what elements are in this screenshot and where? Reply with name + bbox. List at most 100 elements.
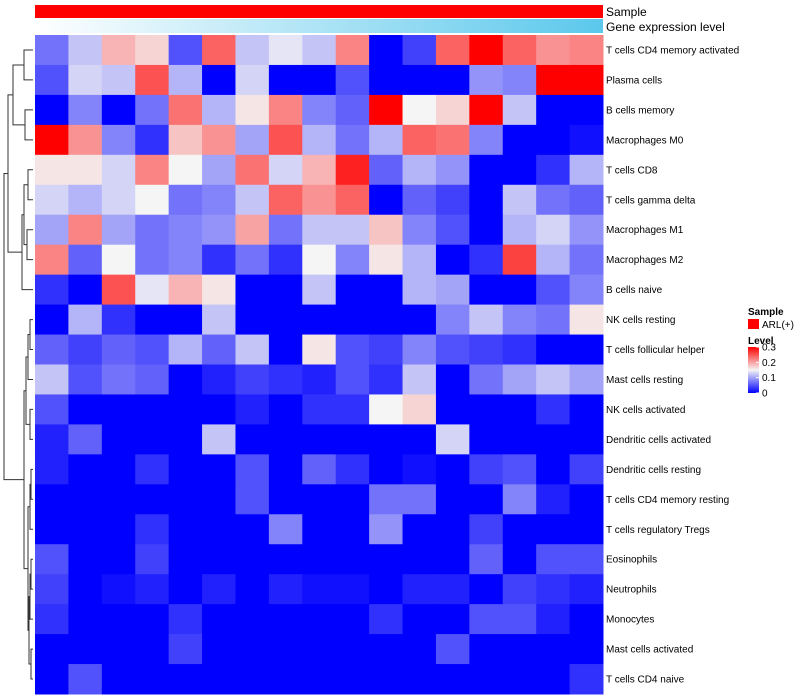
heatmap-cell bbox=[469, 544, 504, 575]
heatmap-cell bbox=[369, 484, 404, 515]
heatmap-cell bbox=[302, 94, 337, 126]
heatmap-cell bbox=[536, 304, 571, 336]
heatmap-cell bbox=[235, 184, 270, 216]
heatmap-cell bbox=[369, 604, 404, 635]
heatmap-cell bbox=[35, 574, 69, 605]
heatmap-cell bbox=[68, 124, 103, 156]
heatmap-cell bbox=[435, 424, 470, 455]
heatmap-cell bbox=[435, 274, 470, 306]
heatmap-cell bbox=[435, 364, 470, 395]
heatmap-cell bbox=[302, 214, 337, 246]
heatmap-cell bbox=[435, 394, 470, 425]
heatmap-cell bbox=[469, 634, 504, 665]
heatmap-cell bbox=[369, 334, 404, 365]
heatmap-cell bbox=[335, 514, 370, 545]
heatmap-cell bbox=[469, 604, 504, 635]
heatmap-cell bbox=[101, 184, 136, 216]
heatmap-cell bbox=[435, 544, 470, 575]
heatmap-cell bbox=[502, 514, 537, 545]
heatmap-cell bbox=[68, 214, 103, 246]
heatmap-cell bbox=[569, 94, 604, 126]
heatmap-cell bbox=[68, 334, 103, 365]
heatmap-cell bbox=[369, 184, 404, 216]
heatmap-cell bbox=[35, 514, 69, 545]
heatmap-cell bbox=[569, 274, 604, 306]
legend-sample-swatch bbox=[748, 319, 759, 329]
heatmap-cell bbox=[168, 544, 203, 575]
heatmap-cell bbox=[202, 64, 236, 96]
heatmap-cell bbox=[402, 454, 437, 485]
heatmap-cell bbox=[469, 154, 504, 186]
heatmap-cell bbox=[335, 574, 370, 605]
heatmap-cells bbox=[35, 35, 604, 695]
heatmap-cell bbox=[335, 394, 370, 425]
heatmap-cell bbox=[35, 35, 69, 66]
heatmap-cell bbox=[302, 664, 337, 695]
heatmap-cell bbox=[135, 334, 170, 365]
heatmap-cell bbox=[268, 154, 303, 186]
heatmap-cell bbox=[435, 604, 470, 635]
heatmap-cell bbox=[335, 35, 370, 66]
row-label: Neutrophils bbox=[606, 585, 657, 596]
heatmap-cell bbox=[502, 274, 537, 306]
heatmap-cell bbox=[235, 664, 270, 695]
heatmap-cell bbox=[202, 634, 236, 665]
heatmap-cell bbox=[302, 634, 337, 665]
heatmap-cell bbox=[235, 484, 270, 515]
heatmap-cell bbox=[502, 364, 537, 395]
heatmap-cell bbox=[302, 274, 337, 306]
heatmap-cell bbox=[35, 154, 69, 186]
heatmap-cell bbox=[35, 184, 69, 216]
heatmap-cell bbox=[268, 454, 303, 485]
heatmap-cell bbox=[469, 424, 504, 455]
heatmap-cell bbox=[35, 334, 69, 365]
heatmap-cell bbox=[469, 364, 504, 395]
heatmap-cell bbox=[168, 214, 203, 246]
heatmap-cell bbox=[335, 244, 370, 276]
heatmap-cell bbox=[536, 574, 571, 605]
legend: Sample ARL(+) Level 0.3 0.2 0.1 0 bbox=[748, 307, 794, 400]
heatmap-cell bbox=[502, 484, 537, 515]
heatmap-cell bbox=[268, 94, 303, 126]
heatmap-cell bbox=[101, 334, 136, 365]
legend-sample-title: Sample bbox=[748, 307, 784, 318]
heatmap-cell bbox=[536, 244, 571, 276]
heatmap-cell bbox=[68, 634, 103, 665]
heatmap-cell bbox=[435, 124, 470, 156]
heatmap-cell bbox=[235, 244, 270, 276]
heatmap-cell bbox=[135, 394, 170, 425]
heatmap-cell bbox=[35, 544, 69, 575]
heatmap-cell bbox=[502, 664, 537, 695]
heatmap-cell bbox=[202, 664, 236, 695]
heatmap-cell bbox=[302, 124, 337, 156]
heatmap-cell bbox=[469, 184, 504, 216]
heatmap-cell bbox=[369, 364, 404, 395]
heatmap-cell bbox=[569, 454, 604, 485]
heatmap-cell bbox=[135, 664, 170, 695]
heatmap-cell bbox=[569, 364, 604, 395]
heatmap-cell bbox=[335, 364, 370, 395]
heatmap-cell bbox=[302, 574, 337, 605]
heatmap-cell bbox=[35, 454, 69, 485]
heatmap-cell bbox=[435, 454, 470, 485]
legend-level-colorbar bbox=[748, 347, 759, 393]
heatmap-cell bbox=[569, 184, 604, 216]
heatmap-cell bbox=[469, 64, 504, 96]
dendrogram-branch bbox=[30, 468, 33, 500]
heatmap-cell bbox=[135, 364, 170, 395]
dendrogram-branch bbox=[26, 229, 33, 261]
gene-track-label: Gene expression level bbox=[606, 20, 725, 34]
row-label: T cells CD4 naive bbox=[606, 675, 685, 686]
legend-tick-label: 0.2 bbox=[762, 358, 776, 369]
heatmap-cell bbox=[302, 424, 337, 455]
heatmap-cell bbox=[202, 154, 236, 186]
heatmap-cell bbox=[168, 364, 203, 395]
heatmap-cell bbox=[469, 304, 504, 336]
heatmap-cell bbox=[268, 304, 303, 336]
heatmap-cell bbox=[302, 244, 337, 276]
heatmap-cell bbox=[101, 64, 136, 96]
heatmap-cell bbox=[536, 64, 571, 96]
heatmap-cell bbox=[569, 304, 604, 336]
heatmap-cell bbox=[101, 664, 136, 695]
heatmap-cell bbox=[68, 184, 103, 216]
